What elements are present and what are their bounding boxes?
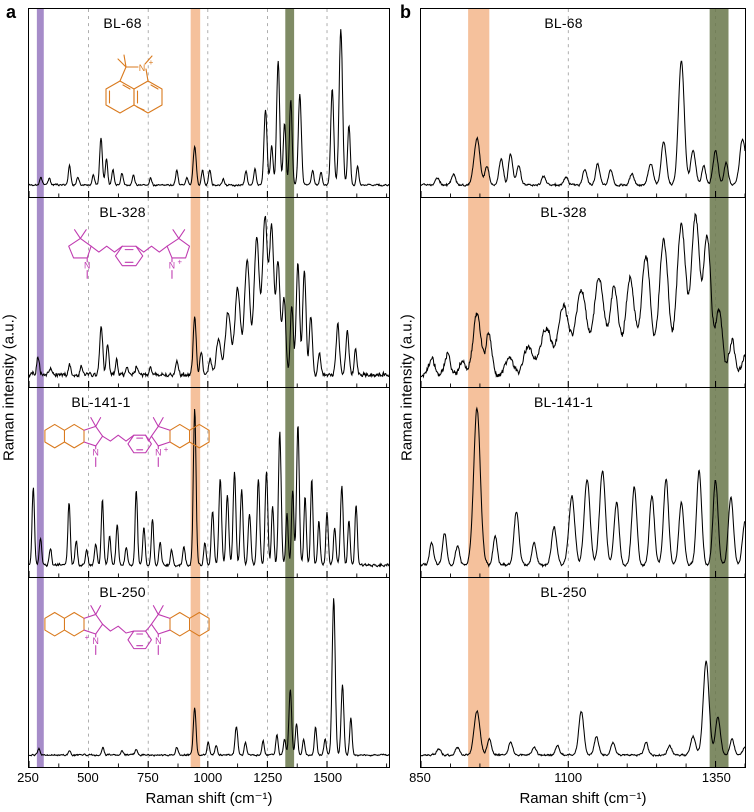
x-axis-ticks-a: 250 500 750 1000 1250 1500	[17, 770, 390, 786]
charge-label: +	[85, 633, 90, 642]
panel-label-bl-328: BL-328	[99, 204, 146, 220]
x-tick-label: 1100	[554, 770, 583, 785]
y-axis-title-b: Raman intensity (a.u.)	[398, 314, 416, 462]
spectrum-plot	[29, 198, 389, 387]
x-tick-label: 1500	[313, 770, 343, 785]
spectrum-plot	[421, 578, 745, 767]
x-tick-label: 850	[409, 770, 431, 785]
panel-label-bl-250: BL-250	[99, 584, 146, 600]
y-axis-title-a: Raman intensity (a.u.)	[0, 314, 18, 462]
charge-label: +	[164, 445, 169, 454]
spectrum-plot	[29, 388, 389, 577]
x-axis-ticks-b: 850 1100 1350	[409, 770, 746, 786]
nitrogen-label: N	[155, 636, 161, 646]
nitrogen-label: N	[93, 636, 99, 646]
spectrum-panel-b-bl-328: BL-328	[420, 198, 746, 388]
subfigure-letter-b: b	[400, 2, 411, 22]
x-tick-label: 500	[77, 770, 99, 785]
x-tick-label: 1250	[253, 770, 283, 785]
subfigure-letter-a: a	[6, 2, 17, 22]
nitrogen-label: N	[84, 261, 90, 271]
molecule-structure-bl-250: N + N	[44, 605, 210, 656]
spectrum-panel-b-bl-141-1: BL-141-1	[420, 388, 746, 578]
spectrum-panel-a-bl-68: BL-68 N +	[28, 8, 390, 198]
spectrum-plot	[421, 388, 745, 577]
panel-label-bl-68: BL-68	[544, 15, 583, 31]
molecule-structure-bl-328: N N +	[68, 229, 191, 279]
molecule-structure-bl-68: N +	[105, 54, 163, 114]
spectrum-plot	[29, 578, 389, 767]
spectrum-panel-b-bl-250: BL-250	[420, 578, 746, 768]
charge-label: +	[177, 258, 182, 267]
spectrum-panel-a-bl-250: BL-250 N + N	[28, 578, 390, 768]
nitrogen-label: N	[139, 63, 146, 73]
molecule-structure-bl-141-1: N N +	[44, 417, 210, 467]
spectrum-plot	[29, 9, 389, 197]
nitrogen-label: N	[169, 261, 175, 271]
panel-label-bl-250: BL-250	[540, 584, 587, 600]
spectrum-plot	[421, 198, 745, 387]
spectrum-panel-a-bl-141-1: BL-141-1 N N +	[28, 388, 390, 578]
panel-label-bl-68: BL-68	[103, 15, 142, 31]
panel-label-bl-141-1: BL-141-1	[533, 394, 594, 410]
spectrum-panel-b-bl-68: BL-68	[420, 8, 746, 198]
spectrum-panel-a-bl-328: BL-328 N N +	[28, 198, 390, 388]
charge-label: +	[149, 58, 154, 67]
panel-label-bl-328: BL-328	[540, 204, 587, 220]
x-axis-title-a: Raman shift (cm⁻¹)	[145, 790, 273, 807]
spectrum-plot	[421, 9, 745, 197]
x-tick-label: 250	[17, 770, 39, 785]
x-tick-label: 750	[137, 770, 159, 785]
nitrogen-label: N	[93, 448, 99, 458]
x-tick-label: 1350	[701, 770, 731, 785]
nitrogen-label: N	[155, 448, 161, 458]
x-tick-label: 1000	[193, 770, 223, 785]
panel-label-bl-141-1: BL-141-1	[71, 394, 131, 410]
x-axis-title-b: Raman shift (cm⁻¹)	[519, 790, 647, 807]
